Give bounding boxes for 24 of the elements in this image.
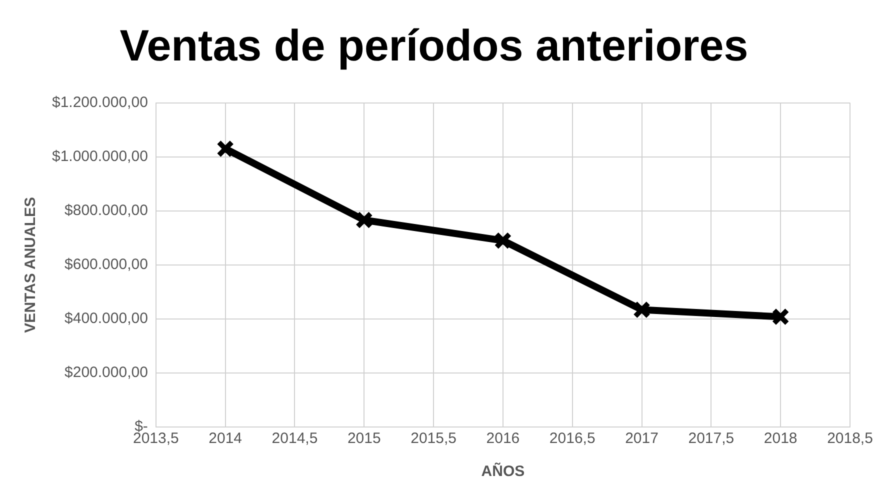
- y-tick-label: $1.000.000,00: [52, 148, 148, 165]
- y-tick-label: $400.000,00: [64, 310, 148, 328]
- x-tick-label: 2018,5: [827, 430, 873, 448]
- y-tick-label: $1.200.000,00: [52, 94, 148, 111]
- x-tick-label: 2017,5: [688, 430, 734, 448]
- y-axis-title: VENTAS ANUALES: [22, 196, 40, 333]
- chart-title: Ventas de períodos anteriores: [120, 22, 748, 71]
- point: [216, 140, 234, 158]
- x-tick-label: 2015: [347, 430, 381, 448]
- point: [772, 308, 790, 326]
- point: [632, 300, 651, 319]
- y-tick-label: $600.000,00: [64, 256, 148, 274]
- x-tick-label: 2018: [764, 430, 798, 448]
- x-tick-label: 2014: [208, 430, 242, 448]
- x-tick-label: 2017: [625, 430, 658, 448]
- x-tick-label: 2015,5: [410, 430, 456, 448]
- x-axis-title: AÑOS: [481, 462, 525, 480]
- point: [494, 232, 512, 250]
- point: [355, 211, 374, 229]
- x-tick-label: 2014,5: [272, 430, 318, 448]
- x-tick-label: 2016,5: [549, 430, 596, 448]
- y-tick-label: $800.000,00: [64, 202, 148, 220]
- y-tick-label: $200.000,00: [64, 364, 148, 382]
- x-tick-label: 2016: [486, 430, 520, 448]
